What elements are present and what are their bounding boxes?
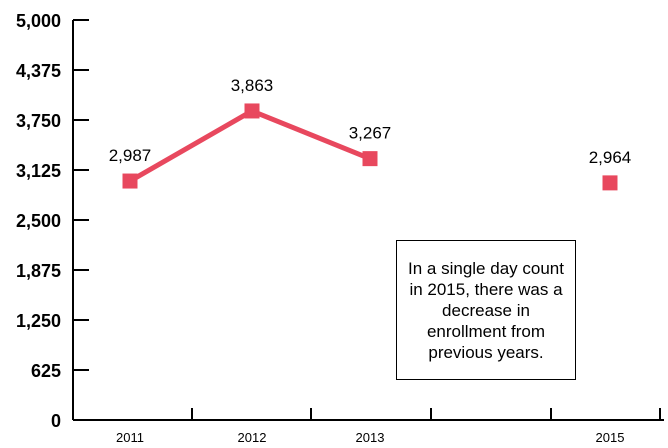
y-axis: 0 625 1,250 1,875 2,500 3,125 3,750 4,375 5,000 bbox=[16, 11, 89, 431]
data-label: 3,267 bbox=[349, 124, 392, 143]
y-tick-label: 4,375 bbox=[16, 61, 61, 81]
y-tick-label: 1,250 bbox=[16, 311, 61, 331]
y-tick-label: 3,750 bbox=[16, 111, 61, 131]
y-tick-label: 1,875 bbox=[16, 261, 61, 281]
annotation-text: In a single day count in 2015, there was… bbox=[408, 258, 564, 362]
data-label: 2,987 bbox=[109, 146, 152, 165]
y-tick-label: 2,500 bbox=[16, 211, 61, 231]
data-point-marker bbox=[244, 103, 260, 119]
x-tick-label: 2012 bbox=[238, 430, 267, 445]
data-label: 3,863 bbox=[231, 76, 274, 95]
data-point-marker bbox=[122, 173, 138, 189]
data-labels: 2,987 3,863 3,267 2,964 bbox=[109, 76, 632, 167]
annotation-box: In a single day count in 2015, there was… bbox=[396, 240, 576, 380]
y-tick-label: 625 bbox=[31, 361, 61, 381]
x-tick-label: 2015 bbox=[596, 430, 625, 445]
x-axis: 2011 2012 2013 2015 bbox=[73, 408, 664, 445]
series-enrollment bbox=[122, 103, 618, 191]
data-label: 2,964 bbox=[589, 148, 632, 167]
y-tick-label: 3,125 bbox=[16, 161, 61, 181]
x-tick-label: 2013 bbox=[356, 430, 385, 445]
y-tick-label: 0 bbox=[51, 411, 61, 431]
series-line bbox=[128, 108, 371, 184]
x-tick-label: 2011 bbox=[116, 430, 144, 445]
y-tick-label: 5,000 bbox=[16, 11, 61, 31]
data-point-marker bbox=[362, 151, 378, 167]
data-point-marker bbox=[602, 175, 618, 191]
